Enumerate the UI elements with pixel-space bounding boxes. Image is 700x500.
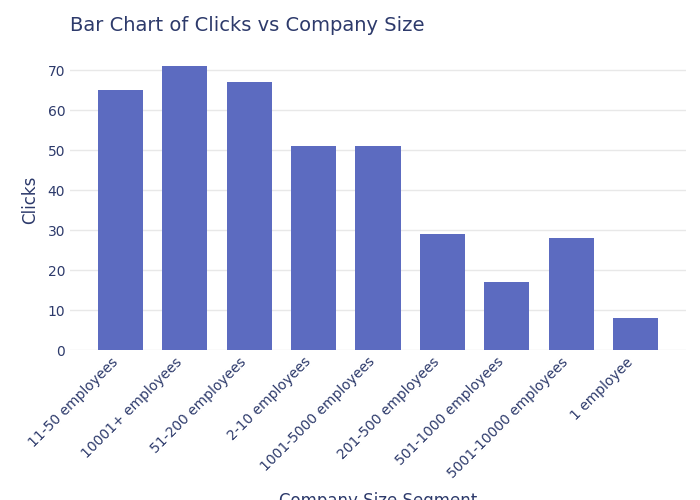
Bar: [484, 282, 529, 350]
Bar: [549, 238, 594, 350]
X-axis label: Company Size Segment: Company Size Segment: [279, 492, 477, 500]
Bar: [98, 90, 143, 350]
Bar: [162, 66, 207, 350]
Bar: [613, 318, 658, 350]
Bar: [227, 82, 272, 350]
Text: Bar Chart of Clicks vs Company Size: Bar Chart of Clicks vs Company Size: [70, 16, 424, 34]
Y-axis label: Clicks: Clicks: [21, 176, 39, 224]
Bar: [356, 146, 400, 350]
Bar: [420, 234, 465, 350]
Bar: [291, 146, 336, 350]
